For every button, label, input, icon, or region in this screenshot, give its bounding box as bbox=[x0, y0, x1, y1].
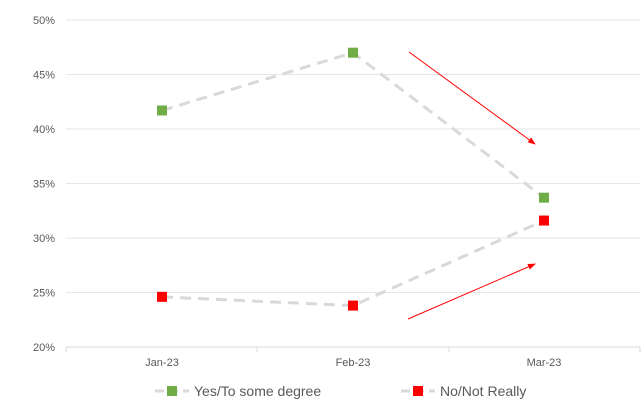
gridlines bbox=[66, 19, 640, 293]
y-tick-label: 40% bbox=[33, 124, 55, 136]
data-point-marker bbox=[348, 300, 358, 311]
data-point-marker bbox=[539, 192, 549, 203]
y-tick-label: 35% bbox=[33, 179, 55, 191]
x-axis bbox=[65, 346, 641, 352]
y-tick-label: 20% bbox=[33, 342, 55, 354]
x-tick-label: Jan-23 bbox=[145, 357, 179, 369]
legend: Yes/To some degree No/Not Really bbox=[155, 383, 526, 399]
trend-arrows bbox=[407, 51, 536, 320]
y-tick-label: 50% bbox=[33, 15, 55, 27]
legend-marker bbox=[167, 386, 177, 396]
trend-arrow bbox=[407, 263, 536, 320]
y-tick-label: 25% bbox=[33, 288, 55, 300]
data-point-marker bbox=[539, 215, 549, 226]
series-markers bbox=[157, 47, 549, 311]
x-tick-label: Mar-23 bbox=[527, 357, 562, 369]
series-lines bbox=[161, 51, 545, 308]
data-point-marker bbox=[157, 291, 167, 302]
data-point-marker bbox=[157, 105, 167, 116]
legend-marker bbox=[413, 386, 423, 396]
x-tick-label: Feb-23 bbox=[336, 357, 371, 369]
y-axis-tick-labels: 20% 25% 30% 35% 40% 45% 50% bbox=[33, 15, 55, 354]
x-axis-tick-labels: Jan-23 Feb-23 Mar-23 bbox=[145, 357, 561, 369]
legend-label: No/Not Really bbox=[440, 383, 526, 399]
data-point-marker bbox=[348, 47, 358, 58]
y-tick-label: 30% bbox=[33, 233, 55, 245]
trend-arrow bbox=[408, 51, 536, 145]
y-tick-label: 45% bbox=[33, 70, 55, 82]
series-line bbox=[161, 219, 545, 308]
legend-label: Yes/To some degree bbox=[194, 383, 321, 399]
